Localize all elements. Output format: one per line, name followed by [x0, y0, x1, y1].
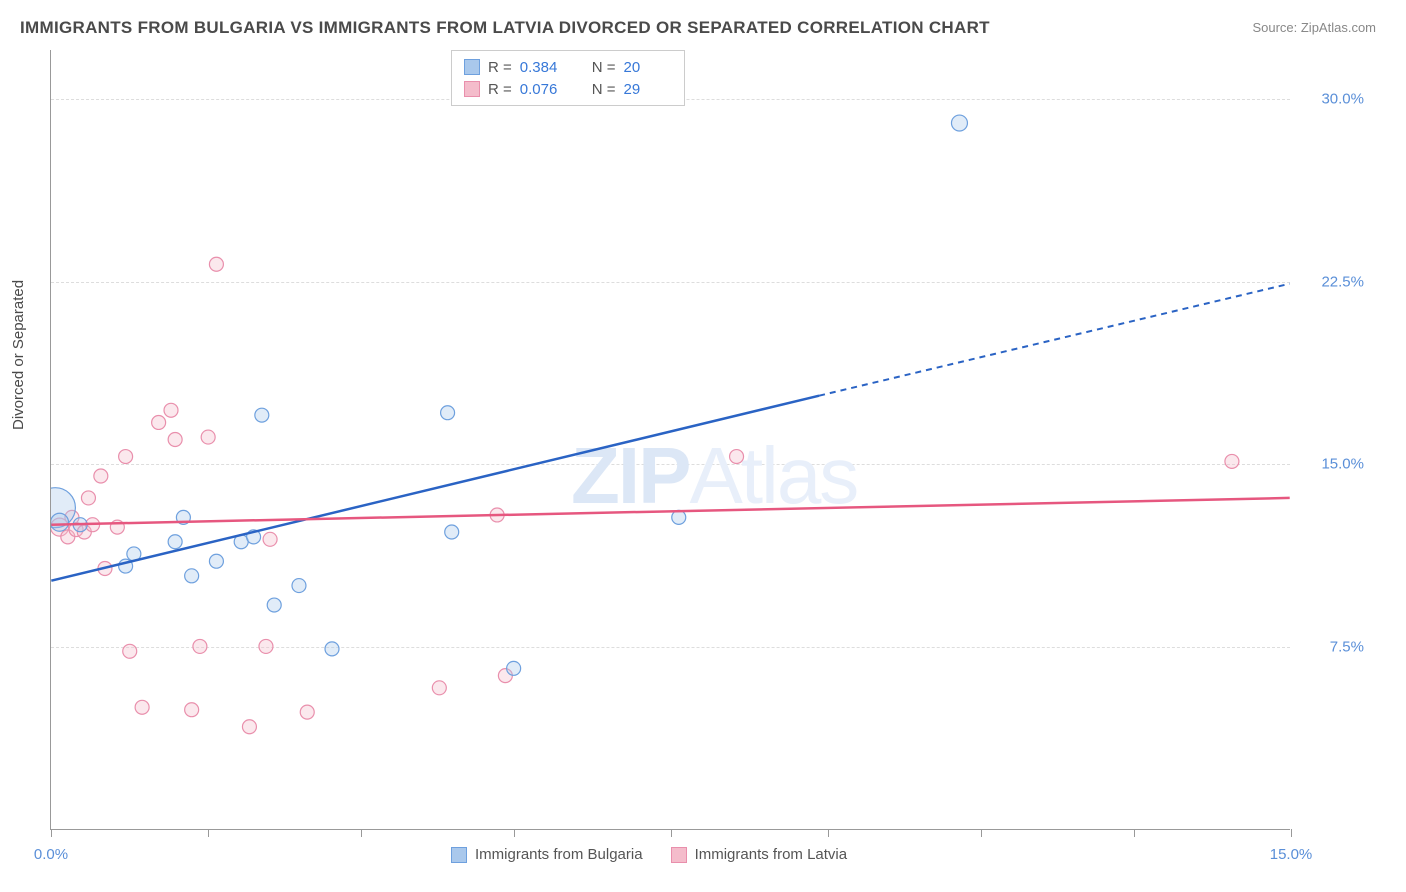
r-label: R =: [488, 59, 512, 76]
scatter-point: [325, 642, 339, 656]
swatch-series-b: [464, 81, 480, 97]
trendline-a: [51, 396, 819, 581]
y-tick-label: 15.0%: [1321, 456, 1364, 473]
x-tick: [671, 829, 672, 837]
scatter-point: [259, 639, 273, 653]
chart-title: IMMIGRANTS FROM BULGARIA VS IMMIGRANTS F…: [20, 18, 990, 38]
x-tick: [361, 829, 362, 837]
x-tick-label: 15.0%: [1270, 846, 1313, 863]
x-tick: [208, 829, 209, 837]
y-tick-label: 30.0%: [1321, 90, 1364, 107]
scatter-point: [164, 403, 178, 417]
x-tick: [51, 829, 52, 837]
scatter-point: [168, 535, 182, 549]
x-tick: [981, 829, 982, 837]
x-tick: [1134, 829, 1135, 837]
n-value-b: 29: [624, 81, 672, 98]
swatch-series-a: [464, 59, 480, 75]
scatter-point: [242, 720, 256, 734]
scatter-point: [135, 700, 149, 714]
legend-swatch-b: [671, 847, 687, 863]
scatter-point: [209, 554, 223, 568]
trendline-a-dash: [819, 284, 1290, 396]
legend-label-a: Immigrants from Bulgaria: [475, 846, 643, 863]
source-attribution: Source: ZipAtlas.com: [1252, 20, 1376, 35]
scatter-svg: [51, 50, 1290, 829]
scatter-point: [185, 703, 199, 717]
x-tick: [514, 829, 515, 837]
n-value-a: 20: [624, 59, 672, 76]
scatter-point: [432, 681, 446, 695]
bottom-legend: Immigrants from Bulgaria Immigrants from…: [451, 846, 847, 863]
x-tick: [1291, 829, 1292, 837]
scatter-point: [267, 598, 281, 612]
scatter-point: [672, 510, 686, 524]
scatter-point: [730, 450, 744, 464]
y-tick-label: 22.5%: [1321, 273, 1364, 290]
correlation-stats-box: R = 0.384 N = 20 R = 0.076 N = 29: [451, 50, 685, 106]
legend-item-a: Immigrants from Bulgaria: [451, 846, 643, 863]
r-label: R =: [488, 81, 512, 98]
scatter-point: [193, 639, 207, 653]
scatter-point: [81, 491, 95, 505]
chart-plot-area: ZIPAtlas R = 0.384 N = 20 R = 0.076 N = …: [50, 50, 1290, 830]
legend-swatch-a: [451, 847, 467, 863]
n-label: N =: [592, 59, 616, 76]
y-axis-label: Divorced or Separated: [10, 280, 27, 430]
stats-row-series-b: R = 0.076 N = 29: [464, 78, 672, 100]
scatter-point: [209, 257, 223, 271]
scatter-point: [1225, 454, 1239, 468]
scatter-point: [119, 450, 133, 464]
r-value-a: 0.384: [520, 59, 568, 76]
scatter-point: [263, 532, 277, 546]
trendline-b: [51, 498, 1289, 525]
y-tick-label: 7.5%: [1330, 639, 1364, 656]
scatter-point: [951, 115, 967, 131]
scatter-point: [441, 406, 455, 420]
legend-item-b: Immigrants from Latvia: [671, 846, 848, 863]
scatter-point: [123, 644, 137, 658]
r-value-b: 0.076: [520, 81, 568, 98]
stats-row-series-a: R = 0.384 N = 20: [464, 56, 672, 78]
legend-label-b: Immigrants from Latvia: [695, 846, 848, 863]
scatter-point: [94, 469, 108, 483]
scatter-point: [507, 661, 521, 675]
scatter-point: [292, 579, 306, 593]
n-label: N =: [592, 81, 616, 98]
scatter-point: [300, 705, 314, 719]
scatter-point: [201, 430, 215, 444]
x-tick-label: 0.0%: [34, 846, 68, 863]
scatter-point: [152, 415, 166, 429]
scatter-point: [445, 525, 459, 539]
scatter-point: [255, 408, 269, 422]
x-tick: [828, 829, 829, 837]
scatter-point: [51, 513, 69, 531]
scatter-point: [185, 569, 199, 583]
scatter-point: [168, 433, 182, 447]
